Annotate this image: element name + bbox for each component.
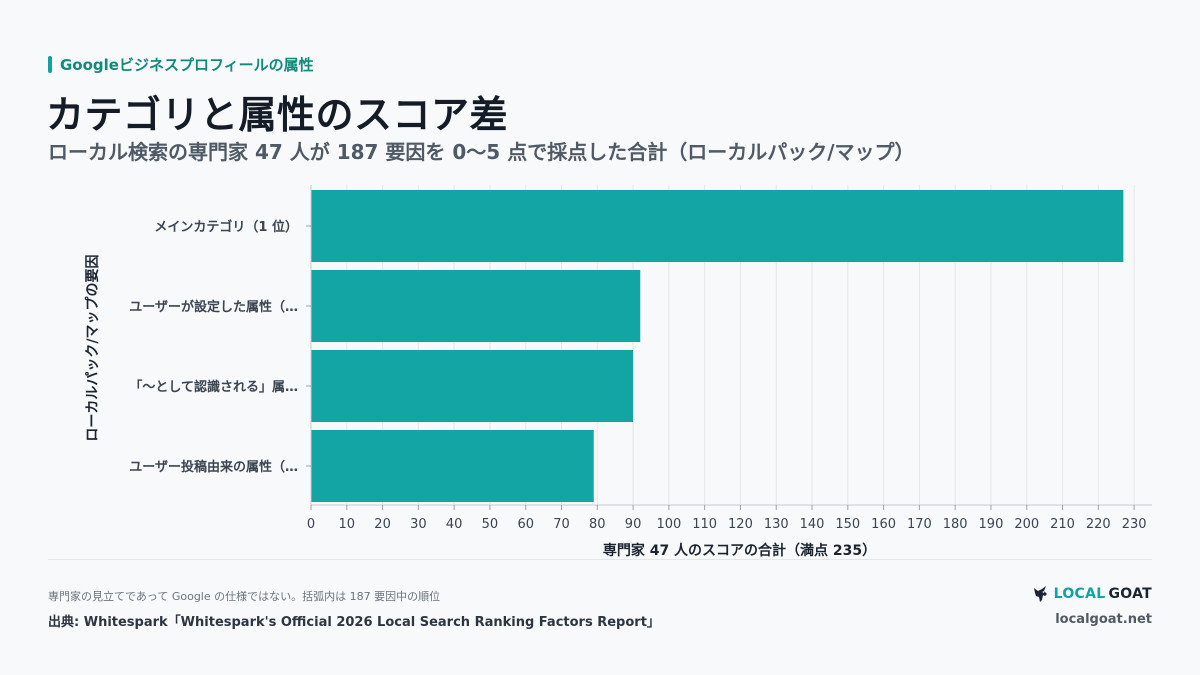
x-tick-label-17: 170 xyxy=(907,517,932,532)
x-tick-label-21: 210 xyxy=(1050,517,1075,532)
x-tick-label-6: 60 xyxy=(517,517,534,532)
eyebrow-accent-bar xyxy=(48,56,52,73)
brand-logo: LOCAL GOAT xyxy=(1031,584,1152,604)
y-axis-title: ローカルパック/マップの要因 xyxy=(85,254,101,441)
x-tick-label-2: 20 xyxy=(374,517,391,532)
eyebrow-label: Googleビジネスプロフィールの属性 xyxy=(60,56,314,74)
x-tick-label-16: 160 xyxy=(871,517,896,532)
footnote: 専門家の見立てであって Google の仕様ではない。括弧内は 187 要因中の… xyxy=(48,590,441,603)
source-credit: 出典: Whitespark「Whitespark's Official 202… xyxy=(48,615,660,630)
goat-icon xyxy=(1033,586,1047,602)
x-tick-label-13: 130 xyxy=(764,517,789,532)
x-tick-label-3: 30 xyxy=(410,517,427,532)
bar-3 xyxy=(311,430,594,502)
x-tick-label-10: 100 xyxy=(656,517,681,532)
page-subtitle: ローカル検索の専門家 47 人が 187 要因を 0〜5 点で採点した合計（ロー… xyxy=(48,140,915,164)
category-label-3: ユーザー投稿由来の属性（… xyxy=(129,459,298,475)
x-tick-label-15: 150 xyxy=(835,517,860,532)
x-tick-label-9: 90 xyxy=(625,517,642,532)
eyebrow: Googleビジネスプロフィールの属性 xyxy=(48,54,314,75)
x-tick-label-18: 180 xyxy=(943,517,968,532)
bar-2 xyxy=(311,350,634,422)
site-url[interactable]: localgoat.net xyxy=(1055,612,1152,627)
category-label-2: 「〜として認識される」属… xyxy=(129,379,298,395)
brand-wordmark-goat: GOAT xyxy=(1108,586,1152,602)
x-tick-label-4: 40 xyxy=(446,517,463,532)
x-tick-label-0: 0 xyxy=(307,517,315,532)
x-tick-label-1: 10 xyxy=(339,517,356,532)
x-tick-label-22: 220 xyxy=(1086,517,1111,532)
x-tick-label-14: 140 xyxy=(800,517,825,532)
page-title: カテゴリと属性のスコア差 xyxy=(46,93,509,137)
bar-1 xyxy=(311,270,641,342)
footer-divider xyxy=(48,559,1152,560)
x-tick-label-7: 70 xyxy=(553,517,570,532)
x-tick-label-19: 190 xyxy=(979,517,1004,532)
category-label-1: ユーザーが設定した属性（… xyxy=(129,299,298,315)
x-axis-title: 専門家 47 人のスコアの合計（満点 235） xyxy=(603,542,876,559)
brand-wordmark-local: LOCAL xyxy=(1053,586,1106,602)
x-tick-label-20: 200 xyxy=(1014,517,1039,532)
x-tick-label-8: 80 xyxy=(589,517,606,532)
bar-0 xyxy=(311,190,1124,262)
category-label-0: メインカテゴリ（1 位） xyxy=(154,219,298,235)
x-tick-label-12: 120 xyxy=(728,517,753,532)
x-tick-label-11: 110 xyxy=(692,517,717,532)
x-tick-label-23: 230 xyxy=(1122,517,1147,532)
x-tick-label-5: 50 xyxy=(482,517,499,532)
